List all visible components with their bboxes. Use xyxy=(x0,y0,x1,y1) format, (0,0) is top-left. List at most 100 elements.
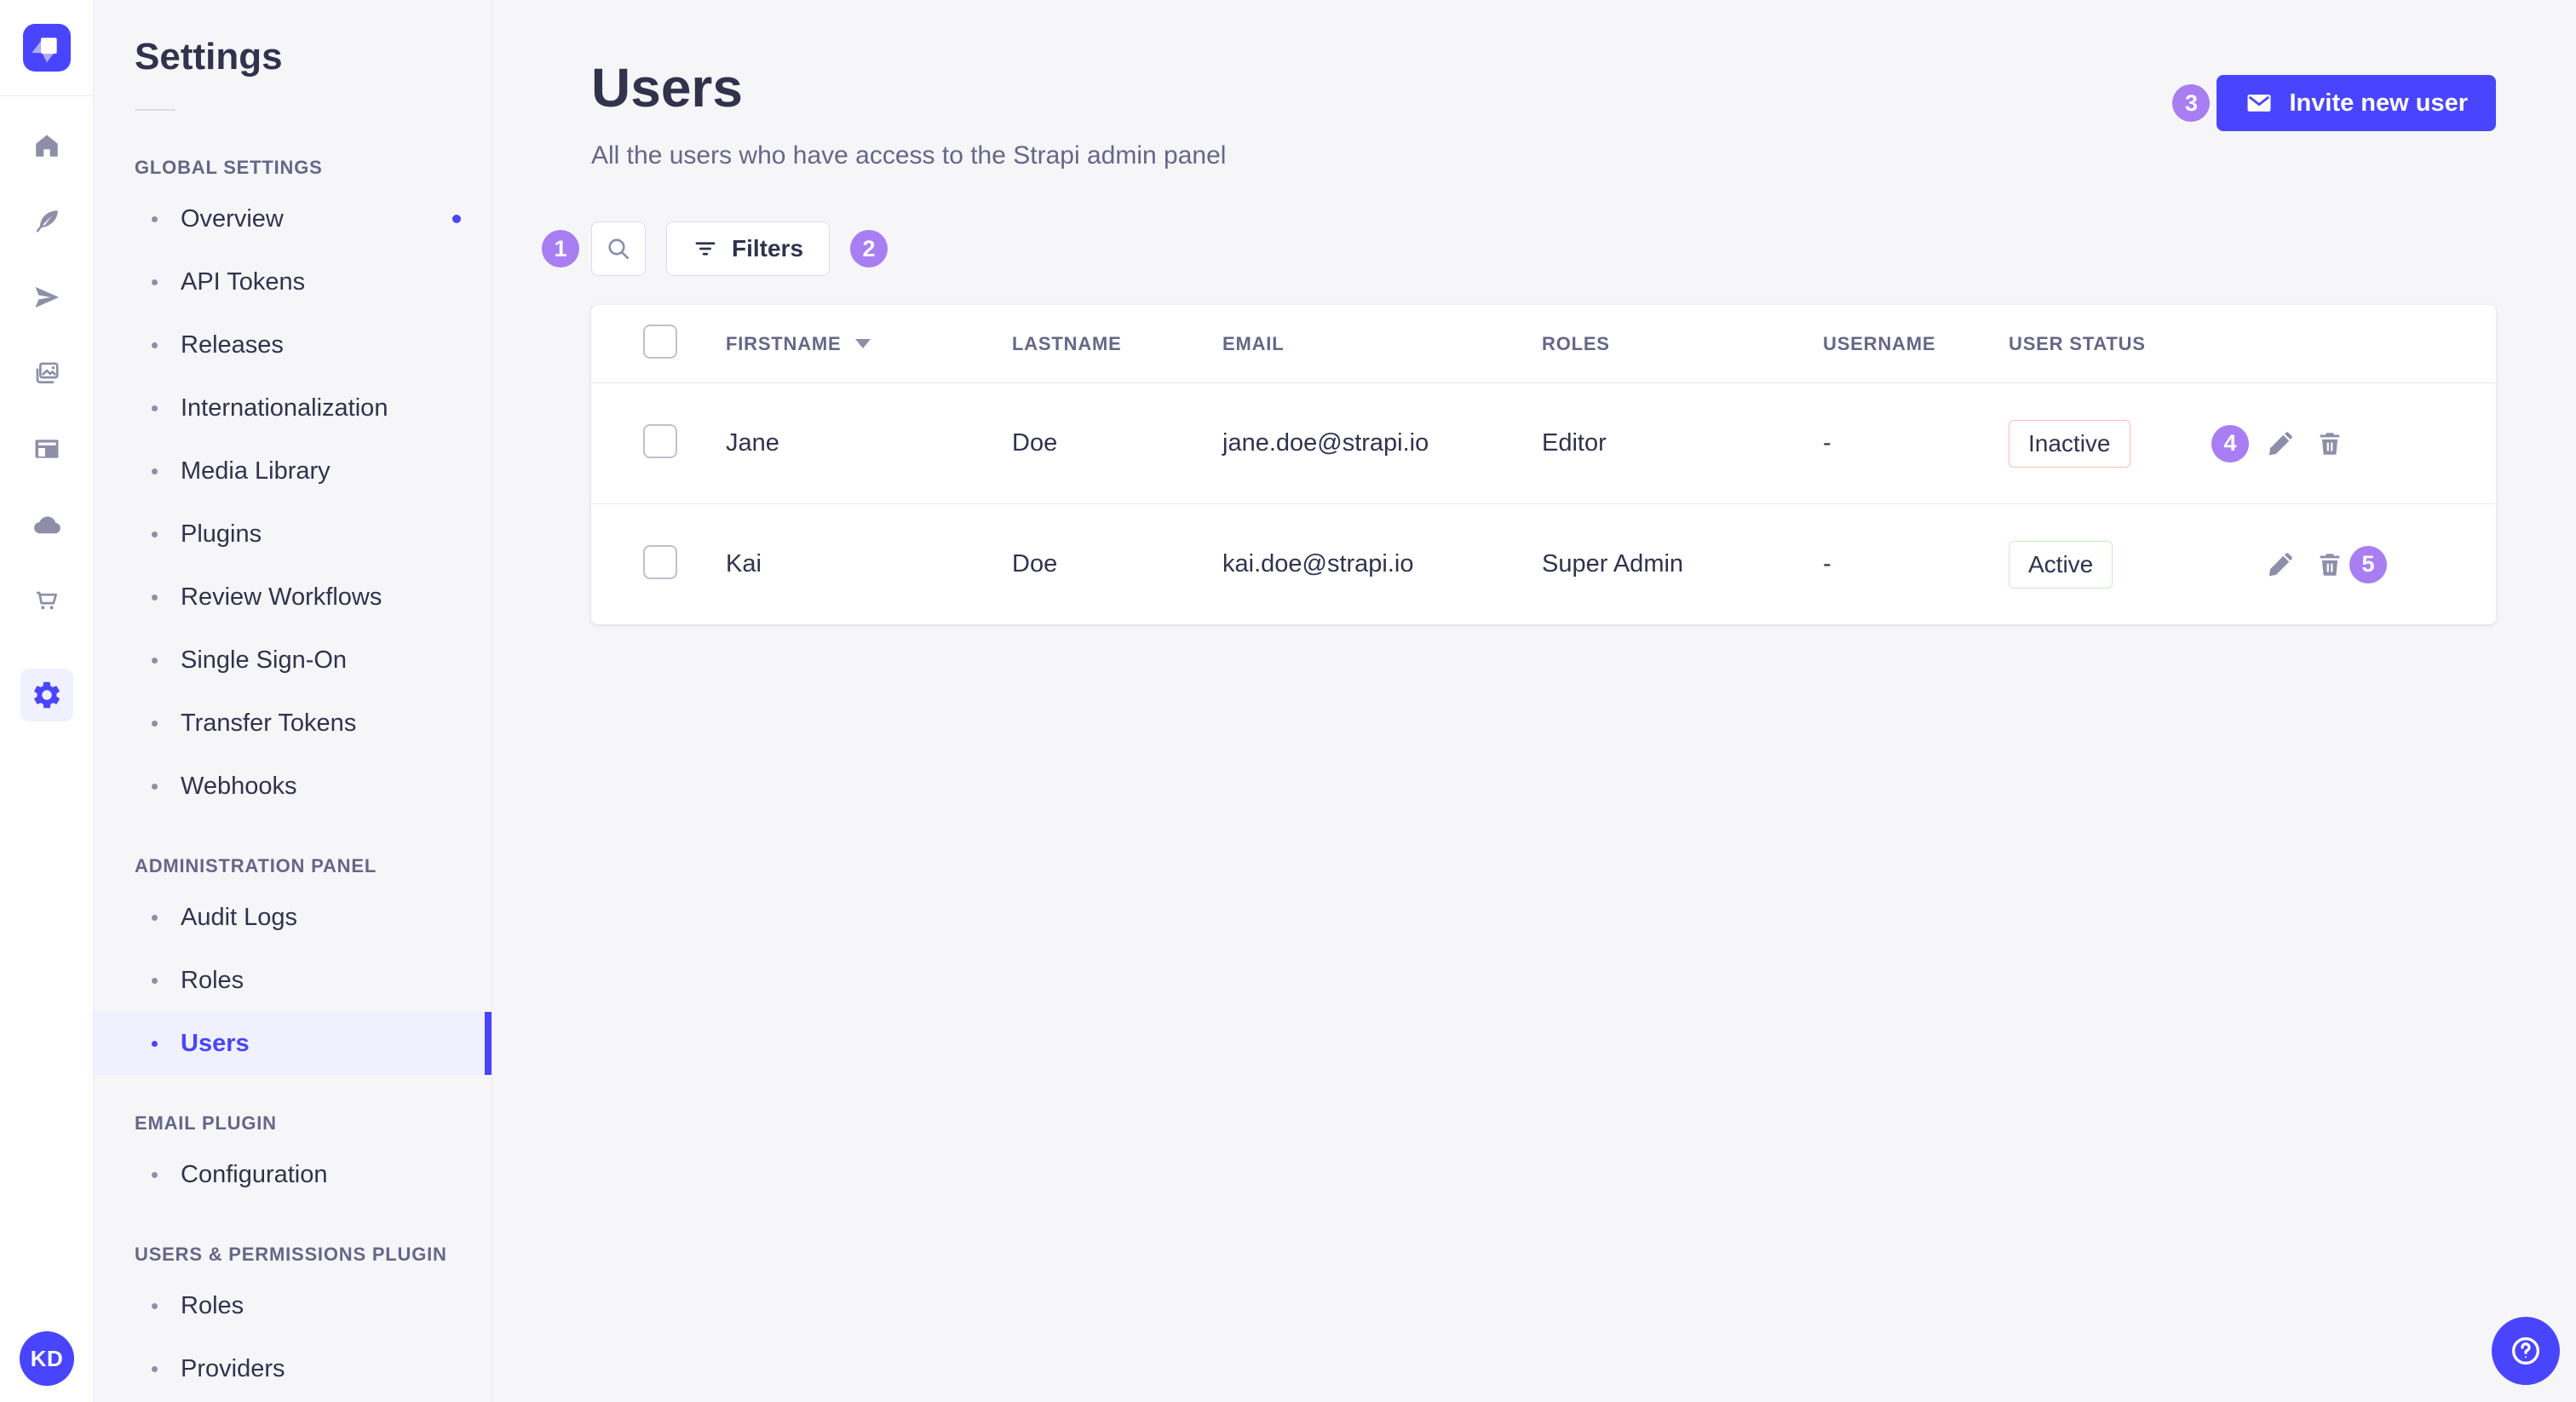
column-header-email[interactable]: EMAIL xyxy=(1222,332,1285,354)
main-nav-rail: KD xyxy=(0,0,94,1402)
strapi-logo[interactable] xyxy=(22,24,71,72)
sidebar-item-label: Webhooks xyxy=(181,772,297,800)
select-all-checkbox[interactable] xyxy=(643,325,677,359)
annotation-badge-4: 4 xyxy=(2211,424,2249,463)
settings-gear-icon[interactable] xyxy=(20,669,73,721)
section-heading-users-permissions-plugin: USERS & PERMISSIONS PLUGIN xyxy=(135,1244,447,1265)
bullet-icon xyxy=(152,720,158,727)
users-permissions-list: Roles Providers xyxy=(94,1274,492,1400)
users-table-card: FIRSTNAME LASTNAME EMAIL ROLES USERNAME … xyxy=(591,305,2496,624)
sidebar-item-media-library[interactable]: Media Library xyxy=(94,440,492,503)
filter-icon xyxy=(695,242,716,256)
sidebar-item-label: Media Library xyxy=(181,457,331,485)
column-header-username[interactable]: USERNAME xyxy=(1823,332,1936,354)
sort-descending-icon[interactable] xyxy=(854,339,871,348)
envelope-icon xyxy=(2248,95,2271,112)
row-select-checkbox[interactable] xyxy=(643,424,677,458)
column-header-firstname[interactable]: FIRSTNAME xyxy=(726,333,1012,355)
bullet-icon xyxy=(152,531,158,537)
content-manager-feather-icon[interactable] xyxy=(32,207,61,236)
invite-new-user-button[interactable]: Invite new user xyxy=(2217,75,2496,131)
table-row[interactable]: Jane Doe jane.doe@strapi.io Editor - Ina… xyxy=(591,382,2496,503)
cloud-icon[interactable] xyxy=(32,510,61,539)
invite-button-label: Invite new user xyxy=(2289,89,2468,117)
sidebar-item-audit-logs[interactable]: Audit Logs xyxy=(94,886,492,949)
sidebar-item-api-tokens[interactable]: API Tokens xyxy=(94,250,492,313)
status-badge: Inactive xyxy=(2009,419,2130,468)
table-row[interactable]: Kai Doe kai.doe@strapi.io Super Admin - … xyxy=(591,503,2496,624)
cell-lastname: Doe xyxy=(1012,429,1058,457)
sidebar-item-transfer-tokens[interactable]: Transfer Tokens xyxy=(94,692,492,755)
delete-user-button[interactable] xyxy=(2315,429,2344,458)
notification-dot xyxy=(452,215,461,223)
sidebar-item-label: Single Sign-On xyxy=(181,646,348,674)
media-library-icon[interactable] xyxy=(32,359,61,388)
trash-icon xyxy=(2320,432,2340,455)
sidebar-item-plugins[interactable]: Plugins xyxy=(94,503,492,566)
sidebar-item-label: Roles xyxy=(181,966,244,994)
edit-user-button[interactable] xyxy=(2266,550,2295,579)
sidebar-item-webhooks[interactable]: Webhooks xyxy=(94,755,492,818)
sidebar-item-label: Internationalization xyxy=(181,394,388,422)
table-header-row: FIRSTNAME LASTNAME EMAIL ROLES USERNAME … xyxy=(591,305,2496,382)
search-button[interactable] xyxy=(591,221,646,276)
home-icon[interactable] xyxy=(32,131,61,160)
sidebar-item-overview[interactable]: Overview xyxy=(94,187,492,250)
page-subtitle: All the users who have access to the Str… xyxy=(591,141,1227,170)
sidebar-item-label: Roles xyxy=(181,1291,244,1319)
bullet-icon xyxy=(152,657,158,664)
sidebar-item-admin-roles[interactable]: Roles xyxy=(94,949,492,1012)
question-mark-icon xyxy=(2511,1336,2540,1365)
bullet-icon xyxy=(152,783,158,790)
pencil-icon xyxy=(2268,431,2292,455)
marketplace-cart-icon[interactable] xyxy=(32,586,61,615)
status-badge: Active xyxy=(2009,540,2113,589)
row-checkbox-cell xyxy=(643,424,726,463)
filters-button[interactable]: Filters xyxy=(666,221,831,276)
sidebar-item-label: Plugins xyxy=(181,520,262,548)
edit-user-button[interactable] xyxy=(2266,429,2295,458)
row-actions: 4 xyxy=(2211,424,2462,463)
search-icon xyxy=(608,238,629,259)
sidebar-item-providers[interactable]: Providers xyxy=(94,1337,492,1400)
column-header-user-status[interactable]: USER STATUS xyxy=(2009,332,2146,354)
bullet-icon xyxy=(152,1302,158,1309)
column-header-lastname[interactable]: LASTNAME xyxy=(1012,332,1122,354)
page-title: Users xyxy=(591,57,743,118)
annotation-badge-5: 5 xyxy=(2349,545,2387,583)
section-heading-administration-panel: ADMINISTRATION PANEL xyxy=(135,855,377,876)
sidebar-item-users[interactable]: Users xyxy=(94,1012,492,1075)
sidebar-item-label: Configuration xyxy=(181,1160,328,1188)
sidebar-item-label: Review Workflows xyxy=(181,583,382,611)
bullet-icon xyxy=(152,405,158,411)
sidebar-item-label: Providers xyxy=(181,1354,285,1382)
row-select-checkbox[interactable] xyxy=(643,545,677,579)
help-button[interactable] xyxy=(2492,1317,2560,1385)
invite-button-area: 3 Invite new user xyxy=(2172,75,2496,131)
bullet-icon xyxy=(152,914,158,921)
sidebar-item-label: API Tokens xyxy=(181,267,306,296)
cell-roles: Editor xyxy=(1542,429,1607,457)
user-avatar[interactable]: KD xyxy=(20,1331,74,1386)
column-header-roles[interactable]: ROLES xyxy=(1542,332,1610,354)
sidebar-item-label: Audit Logs xyxy=(181,903,298,931)
sidebar-item-label: Transfer Tokens xyxy=(181,709,357,737)
pencil-icon xyxy=(2268,552,2292,576)
cell-email: jane.doe@strapi.io xyxy=(1222,429,1429,457)
cell-username: - xyxy=(1823,429,1831,457)
toolbar: 1 Filters 2 xyxy=(542,221,2496,276)
delete-user-button[interactable] xyxy=(2315,550,2344,579)
sidebar-item-review-workflows[interactable]: Review Workflows xyxy=(94,566,492,629)
sidebar-item-configuration[interactable]: Configuration xyxy=(94,1143,492,1206)
sidebar-item-internationalization[interactable]: Internationalization xyxy=(94,376,492,440)
row-actions: 5 xyxy=(2266,545,2462,583)
sidebar-item-up-roles[interactable]: Roles xyxy=(94,1274,492,1337)
sidebar-item-single-sign-on[interactable]: Single Sign-On xyxy=(94,629,492,692)
bullet-icon xyxy=(152,594,158,600)
release-send-icon[interactable] xyxy=(32,283,61,312)
cell-lastname: Doe xyxy=(1012,550,1058,577)
sidebar-item-releases[interactable]: Releases xyxy=(94,313,492,376)
row-checkbox-cell xyxy=(643,545,726,583)
content-type-builder-icon[interactable] xyxy=(32,434,61,463)
administration-panel-list: Audit Logs Roles Users xyxy=(94,886,492,1075)
